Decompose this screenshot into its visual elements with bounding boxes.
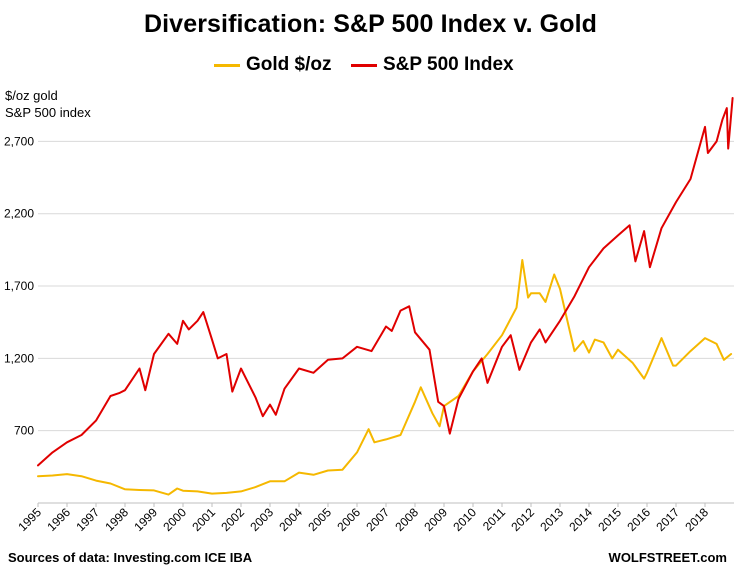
- x-tick-label: 2008: [392, 505, 421, 534]
- y-axis-label-line-1: $/oz gold: [5, 88, 58, 103]
- x-tick-label: 2001: [189, 505, 218, 534]
- x-tick-label: 2011: [480, 505, 508, 533]
- legend-label-gold: Gold $/oz: [246, 54, 332, 75]
- x-tick-label: 2009: [421, 505, 450, 534]
- x-tick-label: 2015: [595, 505, 624, 534]
- x-tick-label: 1998: [102, 505, 131, 534]
- brand-label: WOLFSTREET.com: [608, 550, 727, 565]
- x-tick-label: 2018: [682, 505, 711, 534]
- y-tick-label: 2,700: [4, 134, 34, 148]
- x-tick-label: 2012: [508, 505, 537, 534]
- y-tick-label: 2,200: [4, 207, 34, 221]
- x-tick-label: 2003: [247, 505, 276, 534]
- legend-label-sp500: S&P 500 Index: [383, 54, 514, 75]
- x-tick-label: 2010: [450, 505, 479, 534]
- x-tick-label: 2016: [624, 505, 653, 534]
- x-tick-label: 1999: [131, 505, 160, 534]
- legend-swatch-sp500: [351, 63, 377, 67]
- y-tick-label: 1,200: [4, 351, 34, 365]
- y-axis-label-line-2: S&P 500 index: [5, 105, 91, 120]
- x-tick-label: 1997: [73, 505, 102, 534]
- x-tick-label: 2006: [334, 505, 363, 534]
- y-tick-label: 700: [14, 424, 34, 438]
- x-tick-label: 2013: [537, 505, 566, 534]
- source-note: Sources of data: Investing.com ICE IBA: [8, 550, 253, 565]
- legend-item-sp500: S&P 500 Index: [351, 54, 514, 76]
- x-tick-label: 1996: [44, 505, 73, 534]
- y-tick-label: 1,700: [4, 279, 34, 293]
- x-tick-label: 2000: [160, 505, 189, 534]
- legend-item-gold: Gold $/oz: [214, 54, 332, 76]
- series-line-gold: [37, 259, 733, 496]
- chart-title: Diversification: S&P 500 Index v. Gold: [143, 10, 598, 38]
- x-tick-label: 2017: [653, 505, 682, 534]
- legend-swatch-gold: [214, 63, 240, 67]
- x-tick-label: 2005: [305, 505, 334, 534]
- x-tick-label: 2014: [566, 505, 595, 534]
- x-tick-label: 1995: [15, 505, 44, 534]
- x-tick-label: 2007: [363, 505, 392, 534]
- chart-legend: Gold $/oz S&P 500 Index: [0, 54, 741, 78]
- x-tick-label: 2004: [276, 505, 305, 534]
- x-tick-label: 2002: [218, 505, 247, 534]
- series-line-sp500: [37, 97, 734, 467]
